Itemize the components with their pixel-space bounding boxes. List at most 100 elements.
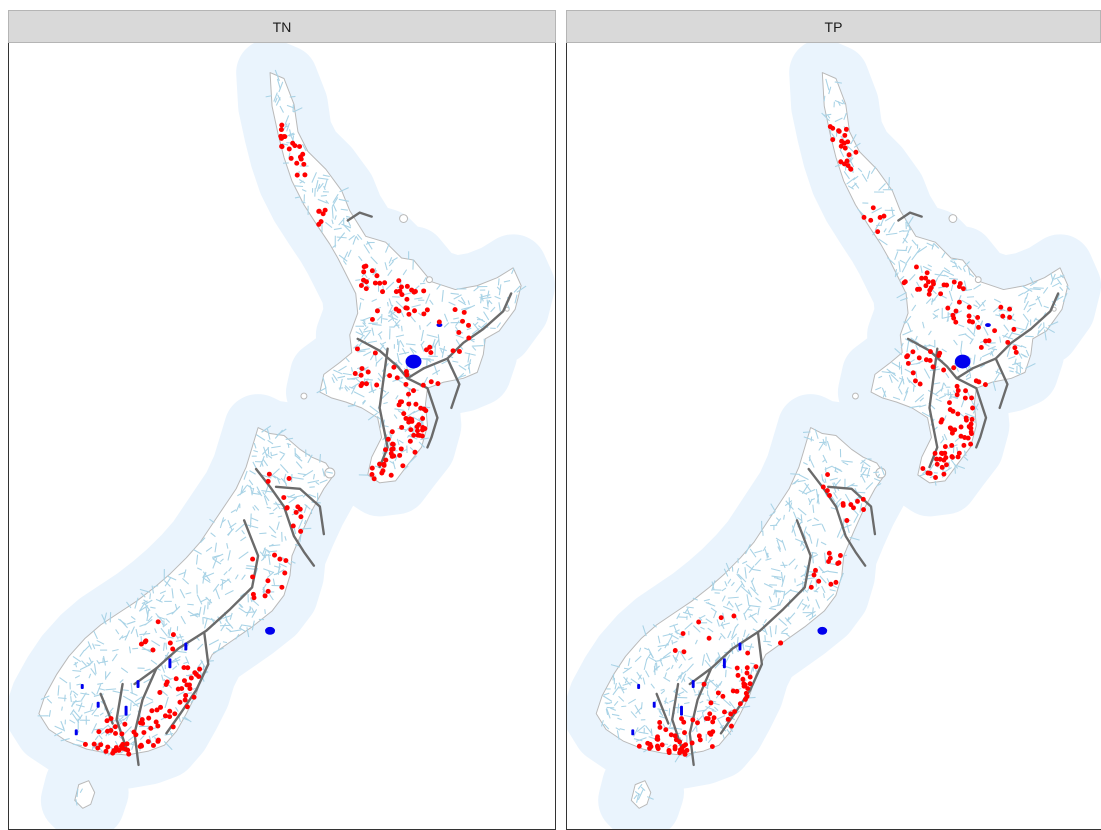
- site-marker: [456, 349, 462, 354]
- site-marker: [707, 711, 713, 717]
- site-marker: [910, 349, 916, 355]
- site-marker: [681, 719, 687, 725]
- site-marker: [295, 504, 301, 510]
- site-marker: [690, 717, 696, 723]
- site-marker: [150, 743, 156, 748]
- site-marker: [398, 446, 404, 452]
- site-marker: [420, 382, 426, 388]
- site-marker: [737, 701, 743, 707]
- site-marker: [707, 730, 712, 736]
- site-marker: [359, 381, 365, 387]
- site-marker: [389, 429, 395, 435]
- site-marker: [927, 470, 933, 476]
- lakes: [631, 323, 991, 736]
- site-marker: [95, 745, 101, 751]
- site-marker: [916, 355, 922, 361]
- site-marker: [466, 335, 472, 341]
- site-marker: [361, 269, 367, 275]
- site-marker: [389, 447, 395, 452]
- site-marker: [388, 472, 394, 478]
- site-marker: [861, 214, 867, 220]
- site-marker: [1000, 313, 1006, 319]
- site-marker: [320, 211, 326, 217]
- site-marker: [399, 424, 405, 430]
- site-marker: [428, 350, 434, 356]
- site-marker: [951, 365, 957, 371]
- site-marker: [679, 716, 684, 722]
- site-marker: [969, 395, 975, 401]
- site-marker: [951, 279, 957, 285]
- site-marker: [461, 309, 467, 315]
- site-marker: [145, 739, 151, 745]
- site-marker: [745, 650, 751, 656]
- site-marker: [390, 441, 396, 447]
- site-marker: [811, 572, 817, 578]
- site-marker: [281, 134, 287, 140]
- site-marker: [374, 308, 380, 314]
- site-marker: [153, 719, 159, 725]
- site-marker: [112, 724, 118, 730]
- site-marker: [286, 476, 292, 481]
- site-marker: [753, 664, 759, 670]
- site-marker: [1007, 314, 1013, 320]
- site-marker: [398, 284, 404, 290]
- site-marker: [930, 279, 936, 285]
- site-marker: [277, 556, 283, 562]
- site-marker: [920, 466, 926, 472]
- site-marker: [938, 419, 944, 425]
- site-marker: [103, 748, 109, 754]
- site-marker: [181, 678, 187, 684]
- site-marker: [358, 283, 364, 288]
- site-marker: [820, 484, 826, 490]
- site-marker: [150, 647, 156, 653]
- site-marker: [265, 578, 271, 584]
- site-marker: [411, 388, 417, 394]
- site-marker: [666, 750, 672, 756]
- site-marker: [923, 283, 929, 289]
- site-marker: [122, 721, 128, 727]
- site-marker: [718, 615, 724, 621]
- site-marker: [704, 716, 709, 722]
- site-marker: [170, 632, 176, 638]
- lakes: [74, 323, 443, 736]
- site-marker: [170, 646, 176, 652]
- site-marker: [1005, 339, 1011, 345]
- site-marker: [956, 299, 962, 305]
- site-marker: [108, 716, 114, 722]
- site-marker: [992, 328, 998, 334]
- site-marker: [672, 746, 678, 752]
- site-marker: [826, 559, 831, 565]
- site-marker: [942, 444, 948, 450]
- site-marker: [408, 427, 414, 433]
- site-marker: [406, 391, 412, 397]
- site-marker: [298, 528, 304, 534]
- site-marker: [816, 578, 822, 584]
- site-marker: [183, 693, 189, 698]
- site-marker: [808, 584, 814, 590]
- site-marker: [701, 681, 707, 687]
- site-marker: [735, 672, 741, 678]
- site-marker: [354, 346, 360, 352]
- site-marker: [955, 411, 961, 417]
- site-marker: [636, 743, 642, 749]
- site-marker: [158, 704, 164, 710]
- site-marker: [838, 143, 844, 149]
- site-marker: [1007, 306, 1013, 312]
- site-marker: [657, 724, 663, 730]
- site-marker: [407, 438, 413, 444]
- site-marker: [728, 711, 734, 717]
- site-marker: [167, 640, 173, 646]
- site-marker: [415, 428, 420, 434]
- site-marker: [958, 424, 964, 430]
- site-marker: [382, 280, 388, 286]
- site-marker: [934, 456, 939, 462]
- site-marker: [191, 694, 197, 700]
- site-marker: [905, 360, 911, 366]
- site-marker: [966, 304, 972, 310]
- site-marker: [941, 367, 947, 373]
- site-marker: [826, 550, 832, 556]
- site-marker: [282, 570, 288, 576]
- site-marker: [371, 476, 377, 482]
- site-marker: [122, 746, 128, 752]
- site-marker: [838, 159, 844, 165]
